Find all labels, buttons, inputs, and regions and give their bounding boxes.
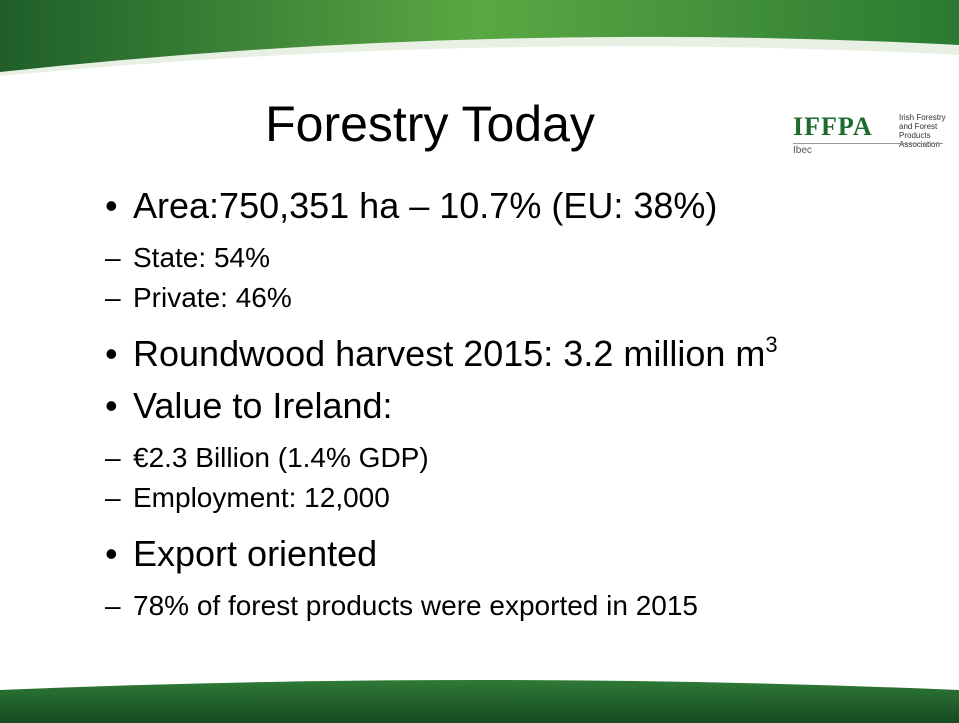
logo-acronym: IFFPA <box>793 112 873 141</box>
logo-name-line: and Forest <box>899 122 938 131</box>
bullet: • Area:750,351 ha – 10.7% (EU: 38%) <box>105 180 955 232</box>
sub-bullet-text: 78% of forest products were exported in … <box>133 590 699 621</box>
superscript: 3 <box>765 332 778 357</box>
bullet-dot: • <box>105 385 118 426</box>
logo-rule <box>793 143 943 144</box>
sub-list: –78% of forest products were exported in… <box>105 586 955 626</box>
slide-title: Forestry Today <box>265 96 595 152</box>
bottom-band <box>0 680 959 723</box>
bullet-text: Roundwood harvest 2015: 3.2 million m <box>133 333 766 374</box>
sub-dash: – <box>105 442 121 473</box>
sub-bullet: – Employment: 12,000 <box>105 478 955 518</box>
bullet-text: Export oriented <box>133 533 378 574</box>
sub-list: – €2.3 Billion (1.4% GDP) – Employment: 12,… <box>105 438 955 518</box>
logo: IFFPA Irish Forestry and Forest Products As… <box>789 112 959 162</box>
sub-bullet: –78% of forest products were exported in… <box>105 586 955 626</box>
logo-name-line: Products <box>899 131 931 140</box>
sub-list: – State: 54% – Private: 46% <box>105 238 955 318</box>
content-area <box>0 46 959 690</box>
sub-dash: – <box>105 282 121 313</box>
bullet: • Roundwood harvest 2015: 3.2 million m3 <box>105 328 955 380</box>
bullet: • Value to Ireland: <box>105 380 955 432</box>
bullet-text: Area:750,351 ha – 10.7% (EU: 38%) <box>133 185 718 226</box>
bullet-dot: • <box>105 533 118 574</box>
bullet-list: • Area:750,351 ha – 10.7% (EU: 38%) – State… <box>105 180 955 636</box>
bullet-text: Value to Ireland: <box>133 385 393 426</box>
sub-bullet-text: Employment: 12,000 <box>133 482 390 513</box>
bullet-dot: • <box>105 185 118 226</box>
logo-name-line: Irish Forestry <box>899 113 946 122</box>
sub-dash: – <box>105 590 121 621</box>
sub-bullet-text: State: 54% <box>133 242 270 273</box>
sub-bullet: – €2.3 Billion (1.4% GDP) <box>105 438 955 478</box>
logo-names: Irish Forestry and Forest Products Associat… <box>899 113 946 149</box>
sub-dash: – <box>105 242 121 273</box>
logo-name-line: Association <box>899 140 940 149</box>
sub-bullet-text: Private: 46% <box>133 282 292 313</box>
sub-dash: – <box>105 482 121 513</box>
bullet-dot: • <box>105 333 118 374</box>
logo-parent: Ibec <box>793 145 812 156</box>
bullet: • Export oriented <box>105 528 955 580</box>
sub-bullet: – State: 54% <box>105 238 955 278</box>
sub-bullet: – Private: 46% <box>105 278 955 318</box>
sub-bullet-text: €2.3 Billion (1.4% GDP) <box>133 442 429 473</box>
